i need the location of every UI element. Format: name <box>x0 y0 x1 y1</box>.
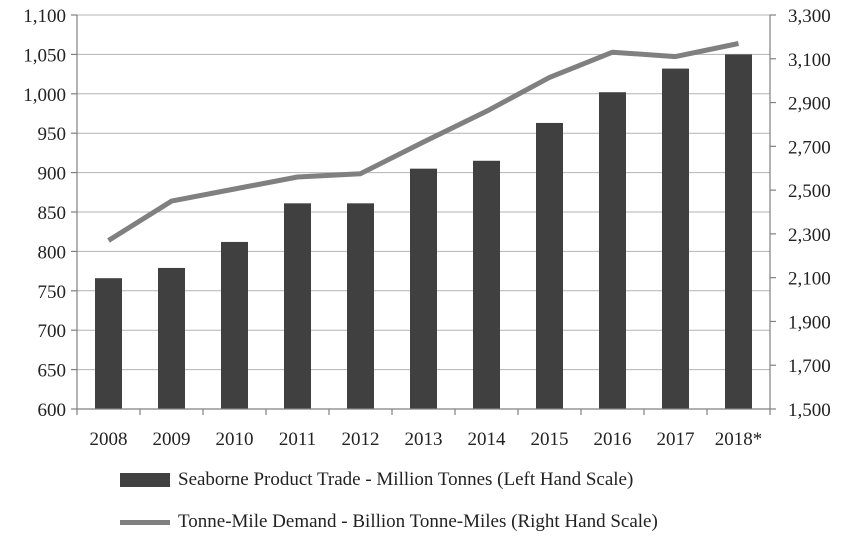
bar <box>725 54 752 410</box>
x-tick-label: 2017 <box>657 429 695 450</box>
x-tick-label: 2010 <box>216 429 254 450</box>
left-tick-label: 800 <box>38 242 67 263</box>
left-axis-tick-labels: 600 650 700 750 800 850 900 950 1,000 1,050 1,100 <box>23 6 66 421</box>
left-tick-label: 950 <box>38 124 67 145</box>
x-tick-label: 2011 <box>279 429 316 450</box>
left-tick-label: 750 <box>38 282 67 303</box>
bar <box>221 241 248 409</box>
right-tick-label: 1,500 <box>788 400 831 421</box>
legend-item-bars: Seaborne Product Trade - Million Tonnes … <box>120 466 840 494</box>
right-tick-label: 1,700 <box>788 356 831 377</box>
bar <box>284 203 311 409</box>
bar <box>473 160 500 409</box>
right-tick-label: 3,300 <box>788 6 831 27</box>
bar <box>662 68 689 410</box>
x-axis-tick-labels: 2008 2009 2010 2011 2012 2013 2014 2015 2016 2017… <box>90 429 763 450</box>
bar-series <box>95 54 752 410</box>
right-tick-label: 2,700 <box>788 137 831 158</box>
series-line <box>107 41 740 243</box>
right-tick-label: 2,100 <box>788 269 831 290</box>
x-tick-label: 2014 <box>468 429 507 450</box>
bar <box>599 92 626 409</box>
x-tick-label: 2018* <box>715 429 763 450</box>
right-tick-label: 2,500 <box>788 181 831 202</box>
right-axis-tick-labels: 1,500 1,700 1,900 2,100 2,300 2,500 2,700 2,900… <box>788 6 831 421</box>
left-tick-label: 700 <box>38 321 67 342</box>
line-series <box>107 41 740 243</box>
legend-item-line: Tonne-Mile Demand - Billion Tonne-Miles … <box>120 508 840 536</box>
bar <box>347 203 374 409</box>
left-tick-label: 650 <box>38 361 67 382</box>
left-tick-label: 900 <box>38 164 67 185</box>
chart: 6006507007508008509009501,0001,0501,100 … <box>23 6 831 450</box>
axes <box>71 14 776 415</box>
right-tick-label: 3,100 <box>788 50 831 71</box>
x-tick-label: 2016 <box>594 429 632 450</box>
right-tick-label: 1,900 <box>788 312 831 333</box>
x-tick-label: 2008 <box>90 429 128 450</box>
left-tick-label: 1,050 <box>23 45 66 66</box>
x-tick-label: 2015 <box>531 429 569 450</box>
left-tick-label: 1,000 <box>23 85 66 106</box>
legend-label-line: Tonne-Mile Demand - Billion Tonne-Miles … <box>178 511 658 532</box>
bar <box>410 168 437 409</box>
x-tick-label: 2012 <box>342 429 380 450</box>
bar <box>95 278 122 409</box>
legend-swatch-bar <box>120 473 170 487</box>
left-tick-label: 850 <box>38 203 67 224</box>
x-tick-label: 2013 <box>405 429 443 450</box>
bar <box>536 122 563 410</box>
left-tick-label: 1,100 <box>23 6 66 27</box>
legend-label-bars: Seaborne Product Trade - Million Tonnes … <box>178 469 634 490</box>
bar <box>158 267 185 409</box>
left-tick-label: 600 <box>38 400 67 421</box>
right-tick-label: 2,900 <box>788 94 831 115</box>
x-tick-label: 2009 <box>153 429 191 450</box>
legend-swatch-line <box>120 519 170 525</box>
right-tick-label: 2,300 <box>788 225 831 246</box>
